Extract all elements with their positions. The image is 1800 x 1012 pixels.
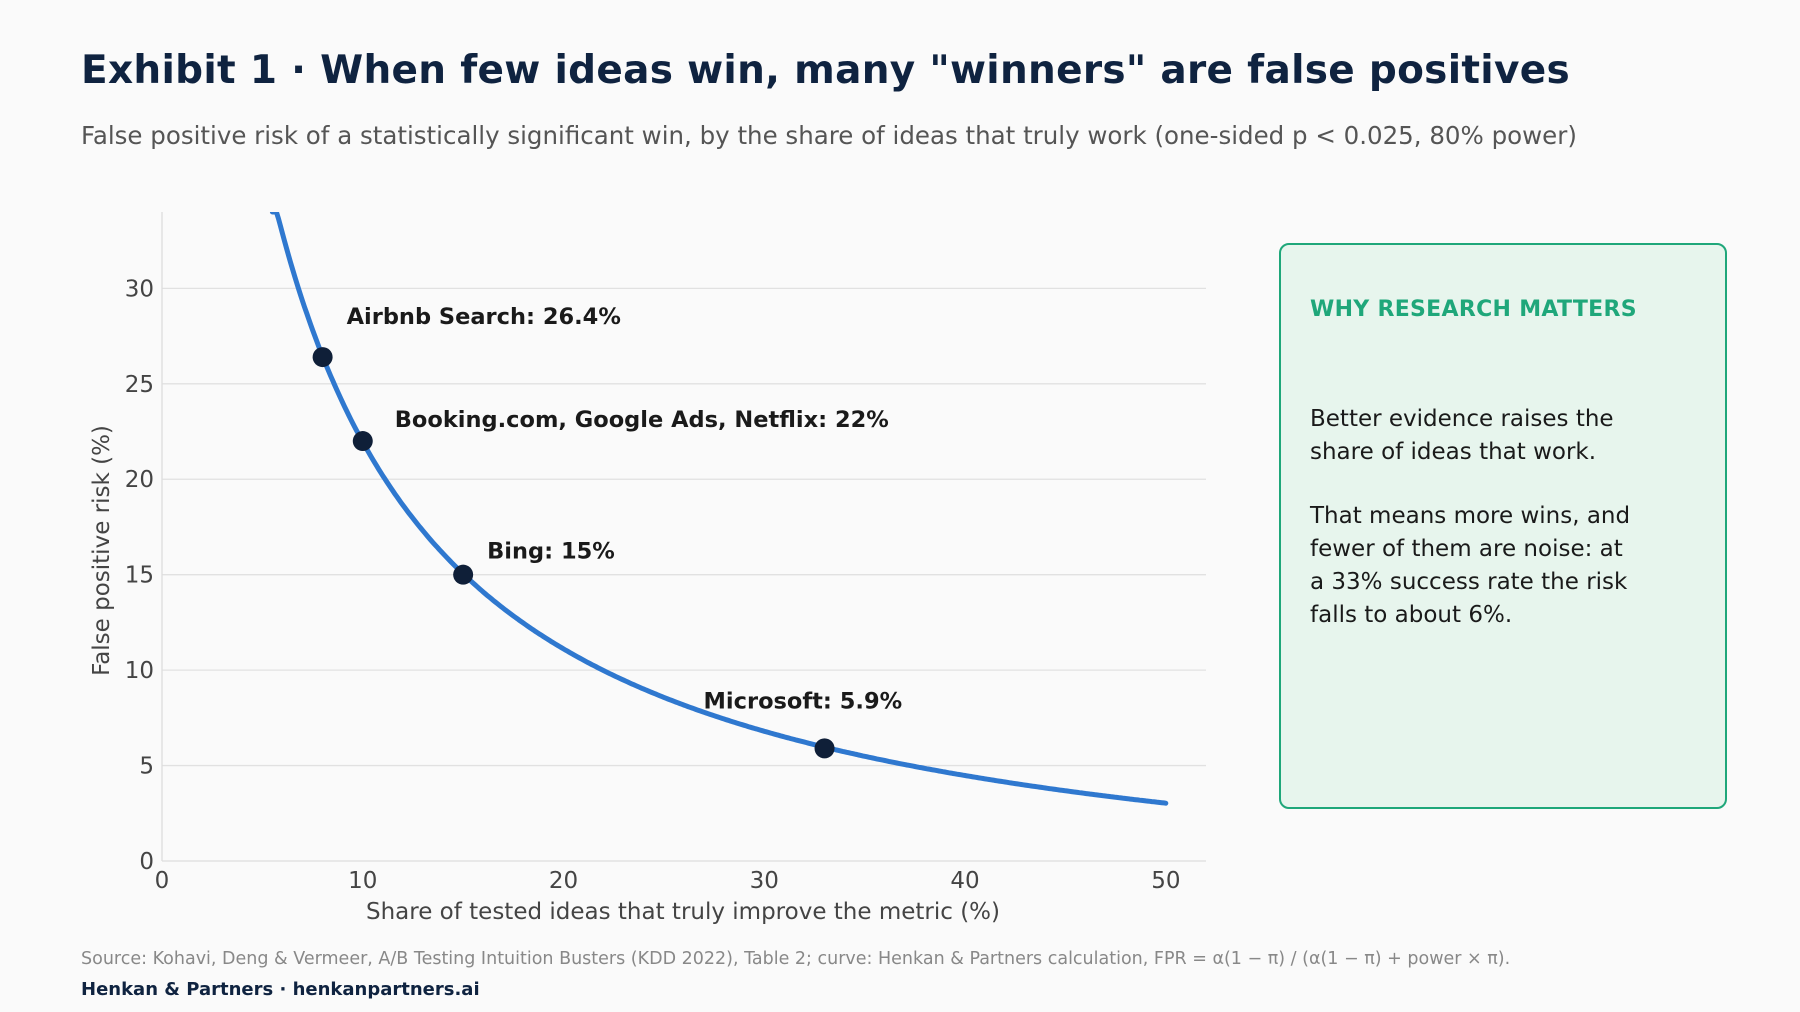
y-tick-label: 25 (125, 372, 154, 398)
fpr-curve (269, 212, 1169, 806)
y-tick-label: 20 (125, 467, 154, 493)
callout-paragraph-2: That means more wins, and fewer of them … (1310, 503, 1631, 628)
data-point (312, 347, 333, 368)
callout-paragraph-1: Better evidence raises the share of idea… (1310, 406, 1614, 465)
x-tick-label: 0 (155, 868, 170, 894)
data-point (453, 564, 474, 585)
x-tick-label: 10 (348, 868, 377, 894)
y-tick-label: 5 (139, 754, 154, 780)
callout-heading: WHY RESEARCH MATTERS (1310, 297, 1637, 322)
x-tick-label: 50 (1151, 868, 1180, 894)
point-label: Airbnb Search: 26.4% (347, 304, 621, 330)
y-tick-label: 0 (139, 849, 154, 875)
brand-footer: Henkan & Partners · henkanpartners.ai (81, 979, 480, 1000)
x-tick-label: 40 (950, 868, 979, 894)
x-tick-label: 30 (750, 868, 779, 894)
y-tick-label: 30 (125, 276, 154, 302)
point-label: Booking.com, Google Ads, Netflix: 22% (395, 407, 889, 433)
page-subtitle: False positive risk of a statistically s… (81, 121, 1577, 150)
data-point (352, 431, 373, 452)
x-axis-label: Share of tested ideas that truly improve… (366, 899, 1000, 925)
point-label: Bing: 15% (487, 539, 615, 565)
y-axis-label: False positive risk (%) (89, 425, 115, 676)
source-note: Source: Kohavi, Deng & Vermeer, A/B Test… (81, 949, 1511, 969)
callout-box: WHY RESEARCH MATTERS Better evidence rai… (1279, 243, 1727, 809)
x-tick-label: 20 (549, 868, 578, 894)
y-tick-label: 15 (125, 563, 154, 589)
point-label: Microsoft: 5.9% (704, 688, 903, 714)
page-title: Exhibit 1 · When few ideas win, many "wi… (81, 48, 1570, 93)
y-tick-label: 10 (125, 658, 154, 684)
fpr-chart: 0 5 10 15 20 25 30 0 10 20 30 40 50 Share of tested i… (89, 212, 1206, 925)
data-point (814, 738, 835, 759)
